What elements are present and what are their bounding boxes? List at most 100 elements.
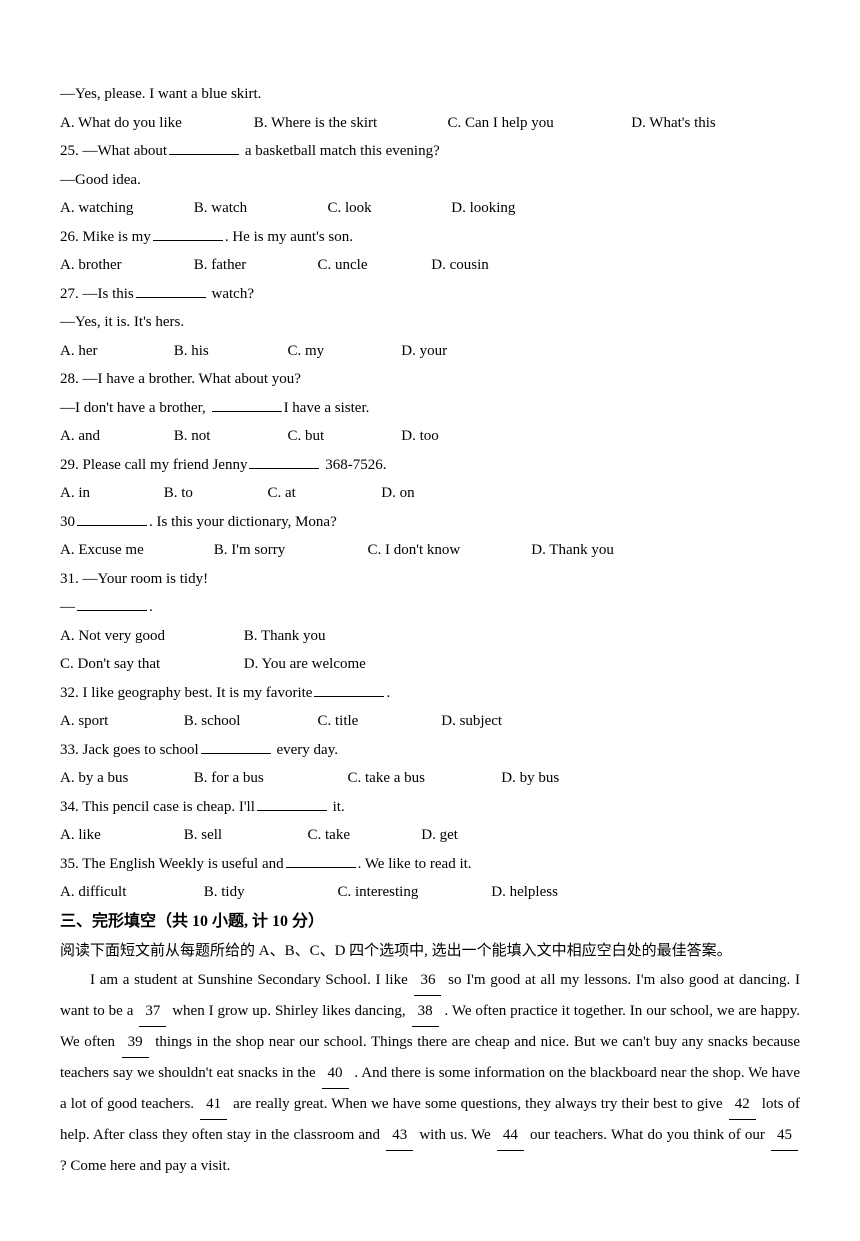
blank xyxy=(77,595,147,611)
q35-A[interactable]: A. difficult xyxy=(60,878,200,907)
blank xyxy=(153,225,223,241)
blank-37: 37 xyxy=(139,996,166,1027)
q31-stem: 31. —Your room is tidy! xyxy=(60,565,800,594)
q24-answer: —Yes, please. I want a blue skirt. xyxy=(60,80,800,109)
q34-stem2: it. xyxy=(329,799,345,815)
q29-B[interactable]: B. to xyxy=(164,479,264,508)
q34-C[interactable]: C. take xyxy=(308,821,418,850)
q24-C[interactable]: C. Can I help you xyxy=(448,109,628,138)
blank xyxy=(257,795,327,811)
q32-B[interactable]: B. school xyxy=(184,707,314,736)
q34-options: A. like B. sell C. take D. get xyxy=(60,821,800,850)
q34-D[interactable]: D. get xyxy=(421,821,458,850)
q25-stem: 25. —What about a basketball match this … xyxy=(60,137,800,166)
p-text: our teachers. What do you think of our xyxy=(526,1127,769,1143)
q28-C[interactable]: C. but xyxy=(288,422,398,451)
q32-stem: 32. I like geography best. It is my favo… xyxy=(60,679,800,708)
q29-stem1: 29. Please call my friend Jenny xyxy=(60,457,247,473)
q31-C[interactable]: C. Don't say that xyxy=(60,650,240,679)
q28-resp: —I don't have a brother, I have a sister… xyxy=(60,394,800,423)
q29-A[interactable]: A. in xyxy=(60,479,160,508)
q35-D[interactable]: D. helpless xyxy=(491,878,558,907)
q30-C[interactable]: C. I don't know xyxy=(368,536,528,565)
q25-resp: —Good idea. xyxy=(60,166,800,195)
q32-D[interactable]: D. subject xyxy=(441,707,502,736)
q26-A[interactable]: A. brother xyxy=(60,251,190,280)
q32-C[interactable]: C. title xyxy=(318,707,438,736)
q30-options: A. Excuse me B. I'm sorry C. I don't kno… xyxy=(60,536,800,565)
q30-A[interactable]: A. Excuse me xyxy=(60,536,210,565)
q29-D[interactable]: D. on xyxy=(381,479,414,508)
q33-stem: 33. Jack goes to school every day. xyxy=(60,736,800,765)
q28-resp1: —I don't have a brother, xyxy=(60,400,210,416)
q33-A[interactable]: A. by a bus xyxy=(60,764,190,793)
q24-A[interactable]: A. What do you like xyxy=(60,109,250,138)
q31-options-1: A. Not very good B. Thank you xyxy=(60,622,800,651)
q26-B[interactable]: B. father xyxy=(194,251,314,280)
q33-D[interactable]: D. by bus xyxy=(501,764,559,793)
q27-stem: 27. —Is this watch? xyxy=(60,280,800,309)
q24-D[interactable]: D. What's this xyxy=(631,109,716,138)
q29-stem: 29. Please call my friend Jenny 368-7526… xyxy=(60,451,800,480)
q31-resp: —. xyxy=(60,593,800,622)
blank-45: 45 xyxy=(771,1120,798,1151)
q35-C[interactable]: C. interesting xyxy=(338,878,488,907)
q28-A[interactable]: A. and xyxy=(60,422,170,451)
p-text: I am a student at Sunshine Secondary Sch… xyxy=(90,972,412,988)
q32-options: A. sport B. school C. title D. subject xyxy=(60,707,800,736)
q28-resp2: I have a sister. xyxy=(284,400,370,416)
q25-C[interactable]: C. look xyxy=(328,194,448,223)
q33-C[interactable]: C. take a bus xyxy=(348,764,498,793)
q32-stem1: 32. I like geography best. It is my favo… xyxy=(60,685,312,701)
q32-A[interactable]: A. sport xyxy=(60,707,180,736)
q31-B[interactable]: B. Thank you xyxy=(244,622,326,651)
q31-options-2: C. Don't say that D. You are welcome xyxy=(60,650,800,679)
q35-options: A. difficult B. tidy C. interesting D. h… xyxy=(60,878,800,907)
q25-A[interactable]: A. watching xyxy=(60,194,190,223)
q27-A[interactable]: A. her xyxy=(60,337,170,366)
q33-B[interactable]: B. for a bus xyxy=(194,764,344,793)
p-text: with us. We xyxy=(415,1127,495,1143)
q26-options: A. brother B. father C. uncle D. cousin xyxy=(60,251,800,280)
q26-stem2: . He is my aunt's son. xyxy=(225,229,353,245)
q28-D[interactable]: D. too xyxy=(401,422,439,451)
q33-stem2: every day. xyxy=(273,742,338,758)
q24-B[interactable]: B. Where is the skirt xyxy=(254,109,444,138)
q26-C[interactable]: C. uncle xyxy=(318,251,428,280)
q31-D[interactable]: D. You are welcome xyxy=(244,650,366,679)
q28-B[interactable]: B. not xyxy=(174,422,284,451)
q25-stem2: a basketball match this evening? xyxy=(241,143,440,159)
p-text: ? Come here and pay a visit. xyxy=(60,1158,230,1174)
section3-instr: 阅读下面短文前从每题所给的 A、B、C、D 四个选项中, 选出一个能填入文中相应… xyxy=(60,937,800,966)
blank xyxy=(314,681,384,697)
q26-D[interactable]: D. cousin xyxy=(431,251,489,280)
blank-41: 41 xyxy=(200,1089,227,1120)
q27-stem2: watch? xyxy=(208,286,254,302)
q25-stem1: 25. —What about xyxy=(60,143,167,159)
q30-stem1: 30 xyxy=(60,514,75,530)
q25-B[interactable]: B. watch xyxy=(194,194,324,223)
q30-D[interactable]: D. Thank you xyxy=(531,536,614,565)
q33-options: A. by a bus B. for a bus C. take a bus D… xyxy=(60,764,800,793)
q25-D[interactable]: D. looking xyxy=(451,194,515,223)
q34-stem: 34. This pencil case is cheap. I'll it. xyxy=(60,793,800,822)
q31-A[interactable]: A. Not very good xyxy=(60,622,240,651)
q35-B[interactable]: B. tidy xyxy=(204,878,334,907)
q27-resp: —Yes, it is. It's hers. xyxy=(60,308,800,337)
q24-options: A. What do you like B. Where is the skir… xyxy=(60,109,800,138)
q30-stem2: . Is this your dictionary, Mona? xyxy=(149,514,337,530)
q35-stem2: . We like to read it. xyxy=(358,856,472,872)
q27-C[interactable]: C. my xyxy=(288,337,398,366)
q30-B[interactable]: B. I'm sorry xyxy=(214,536,364,565)
q35-stem1: 35. The English Weekly is useful and xyxy=(60,856,284,872)
q29-options: A. in B. to C. at D. on xyxy=(60,479,800,508)
q27-B[interactable]: B. his xyxy=(174,337,284,366)
blank xyxy=(286,852,356,868)
q29-C[interactable]: C. at xyxy=(268,479,378,508)
q33-stem1: 33. Jack goes to school xyxy=(60,742,199,758)
blank-44: 44 xyxy=(497,1120,524,1151)
section3-title: 三、完形填空（共 10 小题, 计 10 分） xyxy=(60,907,800,937)
q34-A[interactable]: A. like xyxy=(60,821,180,850)
q34-B[interactable]: B. sell xyxy=(184,821,304,850)
q27-D[interactable]: D. your xyxy=(401,337,447,366)
